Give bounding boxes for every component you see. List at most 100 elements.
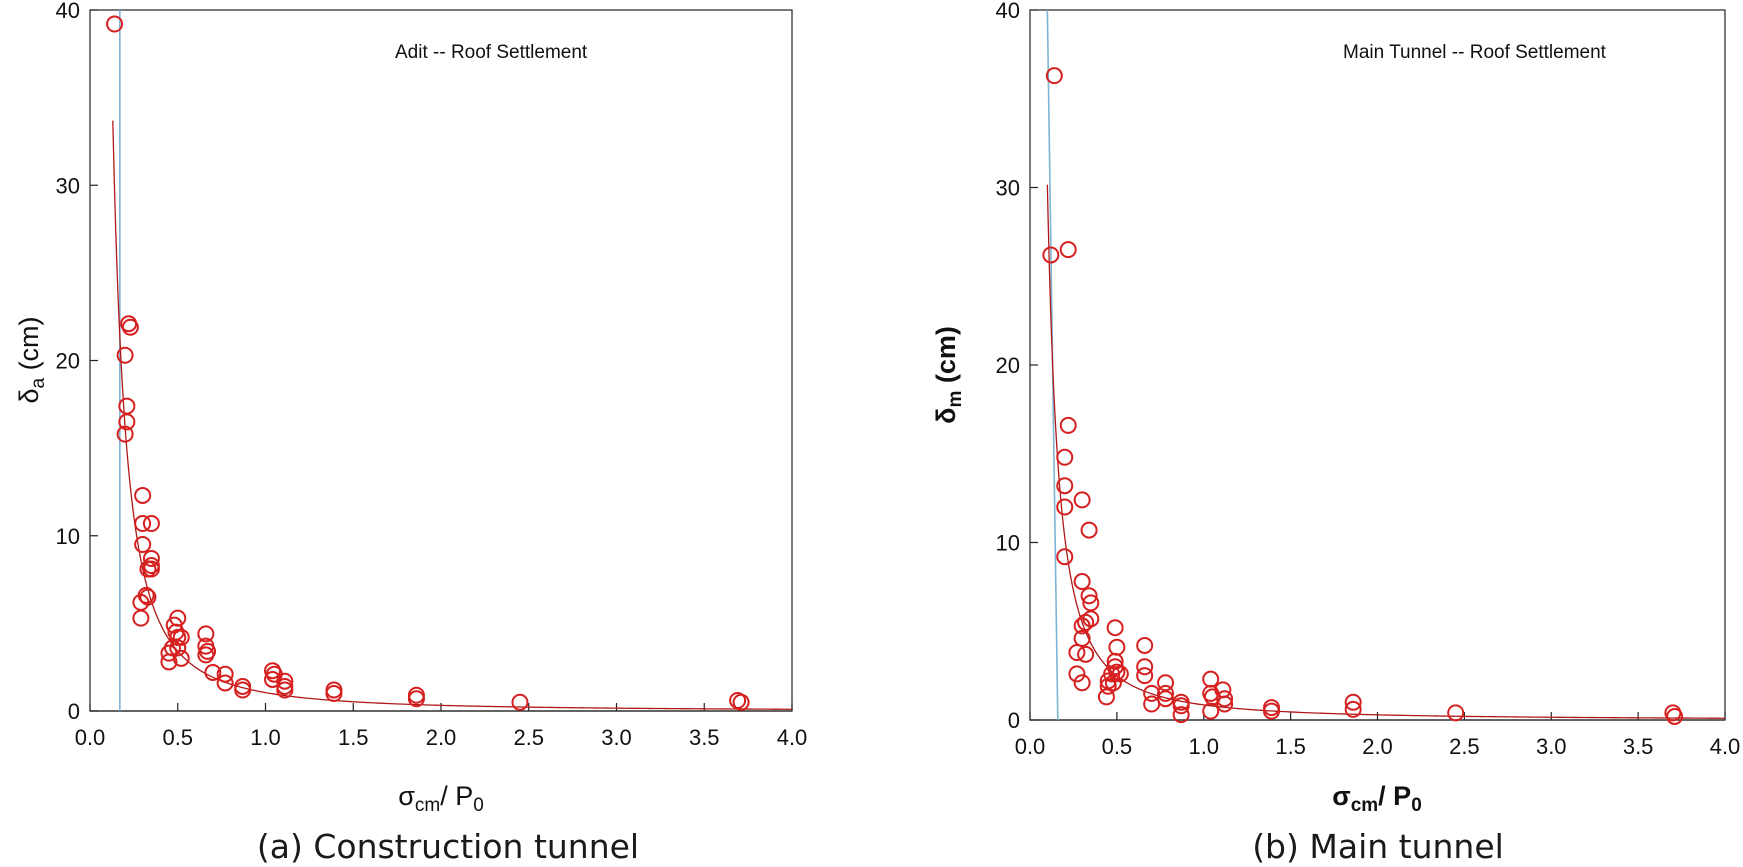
- data-point: [1344, 693, 1362, 711]
- data-point: [1344, 700, 1362, 718]
- panel-caption: (a) Construction tunnel: [257, 827, 639, 866]
- x-tick-label: 4.0: [1710, 734, 1741, 759]
- x-axis-title: σcm/ P0: [1332, 781, 1422, 816]
- x-tick-label: 0.0: [1015, 734, 1046, 759]
- y-tick-label: 30: [56, 173, 80, 198]
- data-point: [134, 514, 152, 532]
- y-tick-label: 10: [56, 524, 80, 549]
- data-point: [1056, 548, 1074, 566]
- data-point: [1263, 702, 1281, 720]
- x-tick-label: 4.0: [777, 725, 808, 750]
- data-point: [134, 536, 152, 554]
- fit-curve: [112, 120, 793, 710]
- chart-annotation: Adit -- Roof Settlement: [395, 42, 588, 63]
- y-tick-label: 40: [56, 0, 80, 23]
- data-point: [1077, 613, 1095, 631]
- data-point: [118, 413, 136, 431]
- data-point: [204, 663, 222, 681]
- data-point: [1172, 706, 1190, 724]
- x-tick-label: 2.0: [1362, 734, 1393, 759]
- y-axis-ticks: 0 10 20 30 40: [56, 0, 98, 724]
- y-tick-label: 40: [996, 0, 1020, 23]
- fit-curve: [1046, 184, 1726, 719]
- y-tick-label: 20: [56, 349, 80, 374]
- y-axis-title: δa (cm): [14, 316, 49, 403]
- data-point: [142, 550, 160, 568]
- data-point: [1108, 638, 1126, 656]
- data-point: [169, 639, 187, 657]
- data-point: [1073, 674, 1091, 692]
- data-point: [160, 653, 178, 671]
- data-point: [276, 672, 294, 690]
- data-point: [325, 684, 343, 702]
- data-point: [1136, 636, 1154, 654]
- data-point: [116, 346, 134, 364]
- plot-area: [1029, 9, 1726, 721]
- data-point: [142, 560, 160, 578]
- data-point: [276, 681, 294, 699]
- data-markers: [106, 15, 750, 711]
- x-axis-ticks: 0.0 0.5 1.0 1.5 2.0 2.5 3.0 3.5 4.0: [75, 703, 808, 750]
- data-point: [1073, 573, 1091, 591]
- data-point: [1106, 619, 1124, 637]
- data-point: [1077, 645, 1095, 663]
- data-point: [1068, 644, 1086, 662]
- data-point: [216, 665, 234, 683]
- data-point: [1073, 491, 1091, 509]
- panel-caption: (b) Main tunnel: [1252, 827, 1504, 866]
- plot-area: [89, 9, 793, 712]
- x-tick-label: 3.0: [1536, 734, 1567, 759]
- x-tick-label: 1.0: [250, 725, 281, 750]
- data-point: [234, 681, 252, 699]
- data-point: [1080, 587, 1098, 605]
- data-point: [1143, 695, 1161, 713]
- data-point: [1056, 448, 1074, 466]
- data-point: [1447, 704, 1465, 722]
- data-point: [197, 625, 215, 643]
- data-point: [1059, 241, 1077, 259]
- data-point: [325, 681, 343, 699]
- data-point: [116, 425, 134, 443]
- data-point: [1216, 690, 1234, 708]
- data-point: [172, 628, 190, 646]
- chart-annotation: Main Tunnel -- Roof Settlement: [1343, 42, 1607, 63]
- data-point: [132, 609, 150, 627]
- x-tick-label: 1.5: [338, 725, 369, 750]
- data-point: [121, 318, 139, 336]
- x-axis-title: σcm/ P0: [398, 781, 484, 816]
- x-tick-label: 2.5: [1449, 734, 1480, 759]
- y-axis-title: δm (cm): [931, 326, 966, 424]
- data-point: [1136, 658, 1154, 676]
- data-point: [1202, 670, 1220, 688]
- data-point: [1172, 697, 1190, 715]
- panel-construction-tunnel: 0 10 20 30 40 0.0 0.5 1.0 1.5 2.0 2.5 3.0 3.5 4.0 Ad…: [14, 0, 807, 866]
- y-tick-label: 20: [996, 353, 1020, 378]
- data-point: [197, 646, 215, 664]
- data-point: [1666, 707, 1684, 725]
- y-tick-label: 0: [1008, 708, 1020, 733]
- x-tick-label: 3.0: [601, 725, 632, 750]
- data-point: [118, 397, 136, 415]
- data-point: [1263, 699, 1281, 717]
- data-point: [1042, 246, 1060, 264]
- y-axis-ticks: 0 10 20 30 40: [996, 0, 1038, 733]
- data-point: [1056, 498, 1074, 516]
- data-point: [407, 690, 425, 708]
- x-tick-label: 0.0: [75, 725, 106, 750]
- data-markers: [1042, 67, 1684, 725]
- data-point: [216, 674, 234, 692]
- data-point: [1097, 688, 1115, 706]
- data-point: [1056, 477, 1074, 495]
- data-point: [1136, 667, 1154, 685]
- data-point: [106, 15, 124, 33]
- x-tick-label: 0.5: [162, 725, 193, 750]
- data-point: [1157, 684, 1175, 702]
- x-tick-label: 1.0: [1188, 734, 1219, 759]
- data-point: [1202, 702, 1220, 720]
- y-tick-label: 0: [68, 699, 80, 724]
- x-tick-label: 3.5: [1623, 734, 1654, 759]
- data-point: [1157, 690, 1175, 708]
- data-point: [732, 693, 750, 711]
- data-point: [511, 693, 529, 711]
